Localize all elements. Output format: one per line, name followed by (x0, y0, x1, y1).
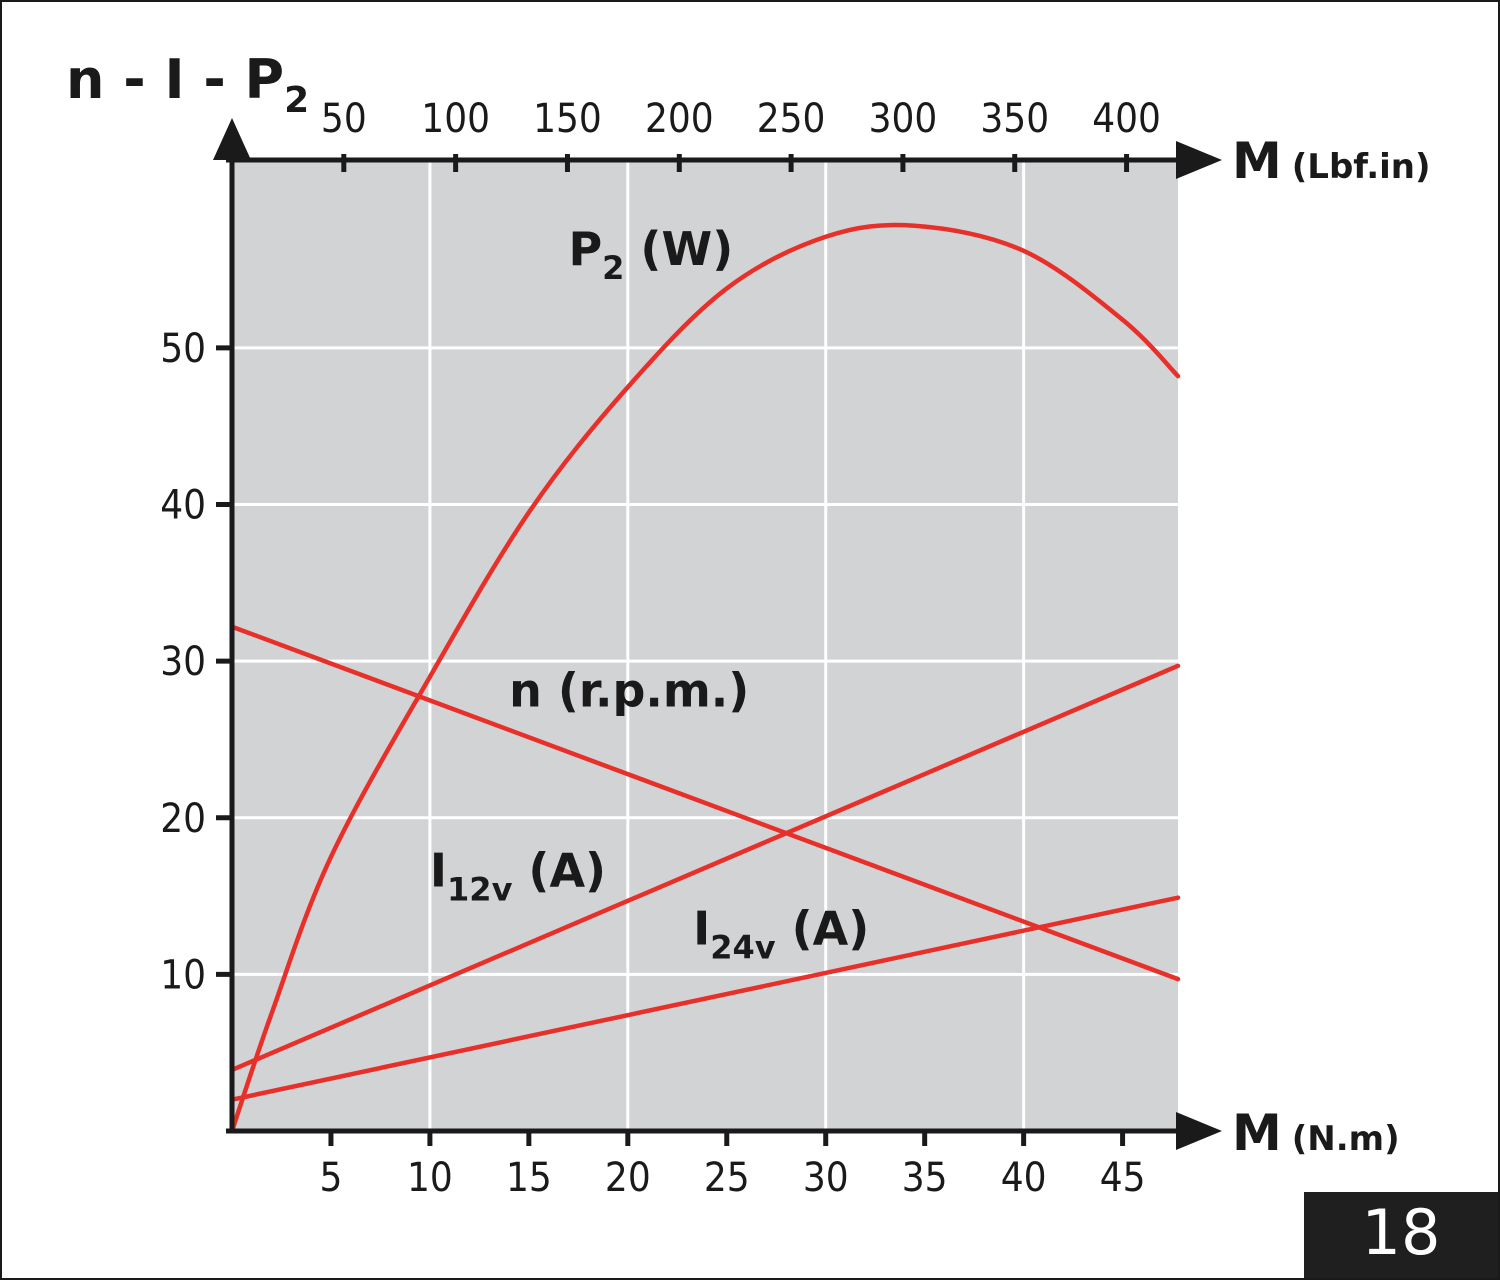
x-top-tick-label: 300 (869, 96, 938, 142)
x-top-axis-label: M (Lbf.in) (1232, 132, 1431, 190)
series-label-current-24v-line: I24v (A) (693, 902, 869, 967)
y-tick-label: 20 (160, 796, 206, 842)
x-top-tick-label: 350 (980, 96, 1049, 142)
y-axis-arrow (213, 118, 251, 160)
series-labels: P2 (W) n (r.p.m.) I12v (A) I24v (A) (430, 222, 869, 967)
series-label-current-12v-line: I12v (A) (430, 844, 606, 909)
x-top-tick-label: 400 (1092, 96, 1161, 142)
x-bottom-tick-label: 25 (704, 1155, 750, 1201)
x-top-tick-label: 100 (421, 96, 490, 142)
current-24v-line (229, 895, 1181, 1102)
x-bottom-axis-arrow (1176, 1112, 1222, 1150)
series-curves (229, 222, 1181, 1134)
x-bottom-axis-label: M (N.m) (1232, 1104, 1400, 1162)
x-bottom-tick-label: 35 (902, 1155, 948, 1201)
x-top-tick-label: 50 (321, 96, 367, 142)
x-bottom-tick-label: 20 (605, 1155, 651, 1201)
x-bottom-tick-label: 5 (320, 1155, 343, 1201)
page-number-badge: 18 (1304, 1192, 1498, 1278)
current-12v-line (229, 663, 1181, 1073)
x-top-axis-arrow (1176, 141, 1222, 179)
y-tick-label: 40 (160, 483, 206, 529)
x-bottom-tick-label: 45 (1100, 1155, 1146, 1201)
y-tick-label: 50 (160, 326, 206, 372)
x-bottom-tick-label: 10 (407, 1155, 453, 1201)
x-top-tick-label: 250 (757, 96, 826, 142)
speed-line (229, 624, 1181, 982)
grid-lines (232, 160, 1178, 1131)
x-top-tick-label: 150 (533, 96, 602, 142)
x-bottom-tick-label: 30 (803, 1155, 849, 1201)
x-bottom-tick-label: 15 (506, 1155, 552, 1201)
series-label-speed-line: n (r.p.m.) (509, 664, 749, 718)
page-number: 18 (1361, 1196, 1441, 1269)
p2-curve (229, 222, 1181, 1134)
y-tick-label: 30 (160, 639, 206, 685)
x-bottom-tick-label: 40 (1001, 1155, 1047, 1201)
x-top-tick-label: 200 (645, 96, 714, 142)
series-label-p2-curve: P2 (W) (568, 222, 733, 287)
y-tick-label: 10 (160, 952, 206, 998)
axis-ticks: 5 10 15 20 25 30 35 40 45 50 100 150 200 250 300 350 400… (160, 96, 1161, 1201)
plot-area (232, 160, 1178, 1131)
y-axis-label: n - I - P2 (66, 48, 309, 121)
